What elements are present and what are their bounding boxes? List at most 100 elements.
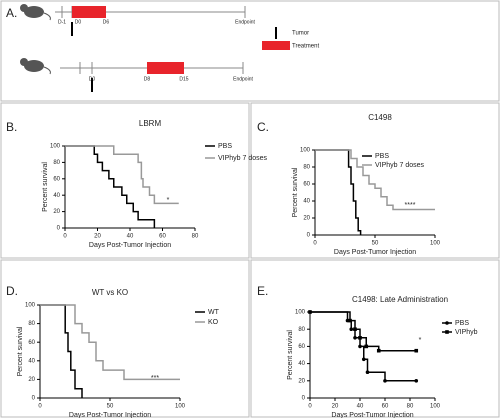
x-tick-label: 0	[63, 234, 67, 240]
x-tick-label: 40	[357, 404, 364, 410]
panel-label: D.	[6, 284, 18, 298]
y-axis-label: Percent survival	[17, 326, 24, 376]
x-tick-label: 0	[313, 241, 317, 247]
x-tick-label: 80	[407, 404, 414, 410]
survival-curve	[310, 311, 417, 352]
y-tick-label: 20	[53, 209, 60, 215]
x-axis-label: Days Post-Tumor Injection	[331, 412, 413, 418]
marker	[365, 370, 370, 375]
marker	[383, 379, 387, 383]
y-tick-label: 80	[303, 165, 310, 171]
x-tick-label: 20	[94, 234, 101, 240]
legend-text: PBS	[455, 320, 469, 327]
panel-label: E.	[257, 284, 268, 298]
x-tick-label: 100	[430, 241, 441, 247]
panel-label: A.	[6, 6, 17, 20]
x-tick-label: 80	[192, 234, 199, 240]
day-label: Endpoint	[233, 76, 253, 82]
y-tick-label: 0	[32, 396, 36, 402]
y-tick-label: 40	[28, 358, 35, 364]
annotation: ****	[405, 202, 416, 209]
survival-curve	[65, 145, 179, 205]
survival-curve	[40, 304, 83, 398]
marker	[353, 336, 357, 340]
annotation: *	[167, 197, 170, 204]
day-label: D0	[89, 76, 96, 82]
x-tick-label: 100	[175, 404, 186, 410]
marker	[349, 327, 354, 332]
treatment-bar	[147, 62, 184, 74]
survival-curve	[65, 145, 156, 228]
day-label: Endpoint	[235, 19, 255, 25]
tumor-mark	[71, 22, 73, 36]
x-tick-label: 60	[382, 404, 389, 410]
y-tick-label: 60	[53, 176, 60, 182]
legend-text: VIPhyb	[455, 329, 478, 336]
chart-title: LBRM	[139, 119, 162, 128]
y-tick-label: 20	[303, 216, 310, 222]
chart-title: WT vs KO	[92, 288, 128, 297]
legend-text: WT	[208, 309, 220, 316]
marker	[414, 379, 419, 383]
y-tick-label: 100	[50, 144, 61, 150]
y-tick-label: 100	[25, 303, 36, 309]
legend-tumor	[275, 27, 277, 39]
survival-curve	[315, 149, 435, 211]
x-tick-label: 40	[127, 234, 134, 240]
day-label: D6	[103, 19, 110, 25]
x-tick-label: 100	[430, 404, 441, 410]
y-tick-label: 40	[53, 193, 60, 199]
marker	[358, 336, 362, 340]
y-tick-label: 40	[303, 199, 310, 205]
x-tick-label: 20	[332, 404, 339, 410]
legend-text: VIPhyb 7 doses	[218, 155, 268, 162]
marker	[353, 327, 357, 331]
x-tick-label: 0	[38, 404, 42, 410]
legend-marker	[445, 330, 449, 334]
legend-text: PBS	[375, 153, 389, 160]
annotation: ***	[151, 375, 159, 382]
survival-curve	[310, 311, 417, 382]
x-axis-label: Days Post-Tumor Injection	[69, 412, 151, 418]
y-tick-label: 60	[28, 340, 35, 346]
y-axis-label: Percent survival	[42, 162, 49, 212]
y-tick-label: 40	[298, 361, 305, 367]
legend-marker	[445, 321, 449, 325]
legend-text: Tumor	[292, 31, 309, 37]
survival-curve	[315, 149, 362, 235]
x-axis-label: Days Post-Tumor Injection	[334, 249, 416, 256]
x-tick-label: 50	[107, 404, 114, 410]
x-tick-label: 0	[308, 404, 312, 410]
day-label: D8	[144, 76, 151, 82]
x-axis-label: Days Post-Tumor Injection	[89, 242, 171, 249]
legend-text: PBS	[218, 143, 232, 150]
y-tick-label: 60	[303, 182, 310, 188]
day-label: D0	[75, 19, 82, 25]
marker	[348, 318, 352, 323]
x-tick-label: 60	[159, 234, 166, 240]
y-tick-label: 80	[298, 327, 305, 333]
chart-title: C1498	[368, 113, 392, 122]
marker	[361, 357, 366, 362]
y-tick-label: 80	[53, 160, 60, 166]
y-tick-label: 0	[302, 396, 306, 402]
marker	[308, 310, 312, 314]
marker	[376, 348, 381, 353]
y-tick-label: 20	[28, 377, 35, 383]
annotation: *	[419, 337, 422, 344]
legend-text: VIPhyb 7 doses	[375, 162, 425, 169]
chart-title: C1498: Late Administration	[352, 295, 448, 304]
y-tick-label: 20	[298, 378, 305, 384]
y-tick-label: 100	[300, 148, 311, 154]
marker	[414, 348, 419, 353]
legend-text: Treatment	[292, 44, 319, 50]
y-axis-label: Percent survival	[292, 167, 299, 217]
marker	[358, 344, 362, 349]
y-axis-label: Percent survival	[287, 330, 294, 380]
y-tick-label: 0	[307, 233, 311, 239]
treatment-bar	[72, 6, 106, 18]
legend-treatment	[262, 41, 290, 50]
y-tick-label: 0	[57, 226, 61, 232]
day-label: D15	[179, 76, 188, 82]
